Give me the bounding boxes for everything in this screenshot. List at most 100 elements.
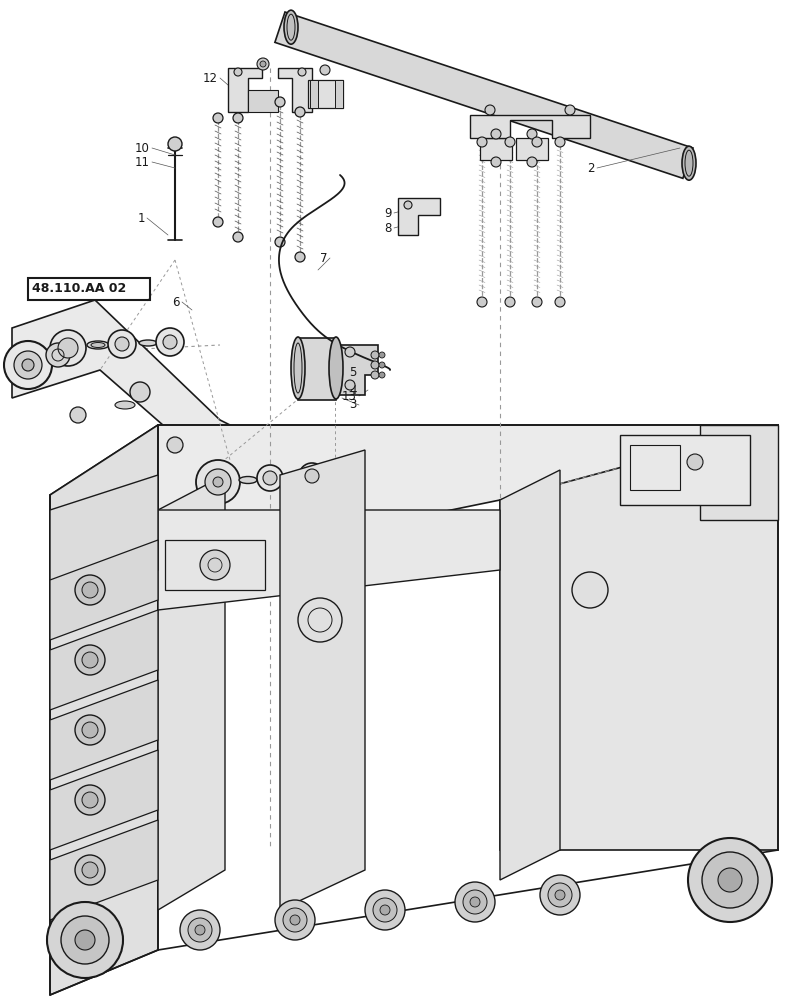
Polygon shape bbox=[336, 345, 377, 395]
Polygon shape bbox=[499, 425, 777, 850]
Circle shape bbox=[75, 930, 95, 950]
Bar bbox=[619, 435, 749, 505]
Circle shape bbox=[380, 905, 389, 915]
Circle shape bbox=[82, 862, 98, 878]
Circle shape bbox=[717, 868, 741, 892]
Circle shape bbox=[275, 237, 284, 247]
Circle shape bbox=[47, 902, 123, 978]
Circle shape bbox=[504, 137, 515, 147]
Circle shape bbox=[75, 785, 105, 815]
Ellipse shape bbox=[91, 342, 105, 348]
Circle shape bbox=[378, 352, 385, 358]
Circle shape bbox=[370, 371, 378, 379]
Bar bbox=[165, 540, 265, 590]
Circle shape bbox=[70, 407, 86, 423]
Circle shape bbox=[304, 469, 319, 483]
Polygon shape bbox=[50, 820, 158, 920]
Polygon shape bbox=[298, 338, 336, 400]
Circle shape bbox=[233, 113, 243, 123]
Bar bbox=[28, 278, 150, 300]
Ellipse shape bbox=[87, 341, 109, 349]
Circle shape bbox=[491, 129, 500, 139]
Text: 2: 2 bbox=[587, 162, 594, 175]
Circle shape bbox=[476, 137, 487, 147]
Polygon shape bbox=[50, 540, 158, 640]
Polygon shape bbox=[50, 425, 777, 570]
Ellipse shape bbox=[238, 477, 257, 484]
Circle shape bbox=[320, 65, 329, 75]
Ellipse shape bbox=[291, 337, 304, 399]
Circle shape bbox=[298, 68, 306, 76]
Polygon shape bbox=[50, 425, 158, 995]
Circle shape bbox=[554, 890, 565, 900]
Circle shape bbox=[213, 113, 222, 123]
Circle shape bbox=[283, 908, 307, 932]
Circle shape bbox=[275, 97, 284, 107]
Text: 48.110.AA 02: 48.110.AA 02 bbox=[32, 282, 126, 296]
Ellipse shape bbox=[283, 10, 298, 44]
Circle shape bbox=[554, 137, 565, 147]
Text: 10: 10 bbox=[135, 142, 150, 155]
Circle shape bbox=[188, 918, 212, 942]
Circle shape bbox=[298, 598, 341, 642]
Polygon shape bbox=[50, 475, 158, 610]
Text: 8: 8 bbox=[384, 222, 392, 235]
Text: 1: 1 bbox=[137, 212, 145, 225]
Polygon shape bbox=[12, 300, 279, 500]
Circle shape bbox=[75, 575, 105, 605]
Circle shape bbox=[484, 105, 495, 115]
Circle shape bbox=[295, 107, 304, 117]
Bar bbox=[479, 138, 512, 160]
Bar bbox=[630, 445, 679, 490]
Circle shape bbox=[532, 137, 541, 147]
Polygon shape bbox=[279, 450, 365, 910]
Circle shape bbox=[180, 910, 220, 950]
Circle shape bbox=[476, 297, 487, 307]
Text: 6: 6 bbox=[173, 296, 180, 308]
Circle shape bbox=[61, 916, 109, 964]
Circle shape bbox=[46, 343, 70, 367]
Circle shape bbox=[378, 372, 385, 378]
Circle shape bbox=[196, 460, 240, 504]
Text: 3: 3 bbox=[349, 398, 357, 412]
Text: 5: 5 bbox=[349, 366, 357, 379]
Circle shape bbox=[14, 351, 42, 379]
Text: 7: 7 bbox=[320, 251, 328, 264]
Circle shape bbox=[373, 898, 397, 922]
Circle shape bbox=[82, 582, 98, 598]
Circle shape bbox=[403, 201, 411, 209]
Circle shape bbox=[565, 105, 574, 115]
Circle shape bbox=[205, 469, 230, 495]
Circle shape bbox=[548, 883, 571, 907]
Circle shape bbox=[454, 882, 495, 922]
Polygon shape bbox=[275, 12, 692, 178]
Ellipse shape bbox=[283, 474, 300, 480]
Bar bbox=[335, 80, 343, 108]
Circle shape bbox=[22, 359, 34, 371]
Ellipse shape bbox=[681, 146, 695, 180]
Bar bbox=[308, 80, 343, 108]
Circle shape bbox=[163, 335, 177, 349]
Circle shape bbox=[75, 715, 105, 745]
Ellipse shape bbox=[139, 340, 157, 346]
Circle shape bbox=[275, 900, 315, 940]
Circle shape bbox=[75, 855, 105, 885]
Text: 4: 4 bbox=[349, 383, 357, 396]
Circle shape bbox=[234, 68, 242, 76]
Polygon shape bbox=[158, 510, 499, 610]
Circle shape bbox=[82, 722, 98, 738]
Bar bbox=[247, 90, 278, 112]
Circle shape bbox=[115, 337, 128, 351]
Circle shape bbox=[370, 351, 378, 359]
Polygon shape bbox=[158, 475, 225, 910]
Bar bbox=[310, 80, 318, 108]
Circle shape bbox=[156, 328, 184, 356]
Text: 12: 12 bbox=[202, 72, 218, 85]
Circle shape bbox=[378, 362, 385, 368]
Circle shape bbox=[200, 550, 230, 580]
Circle shape bbox=[167, 437, 183, 453]
Ellipse shape bbox=[115, 401, 135, 409]
Circle shape bbox=[701, 852, 757, 908]
Circle shape bbox=[526, 129, 536, 139]
Circle shape bbox=[344, 347, 355, 357]
